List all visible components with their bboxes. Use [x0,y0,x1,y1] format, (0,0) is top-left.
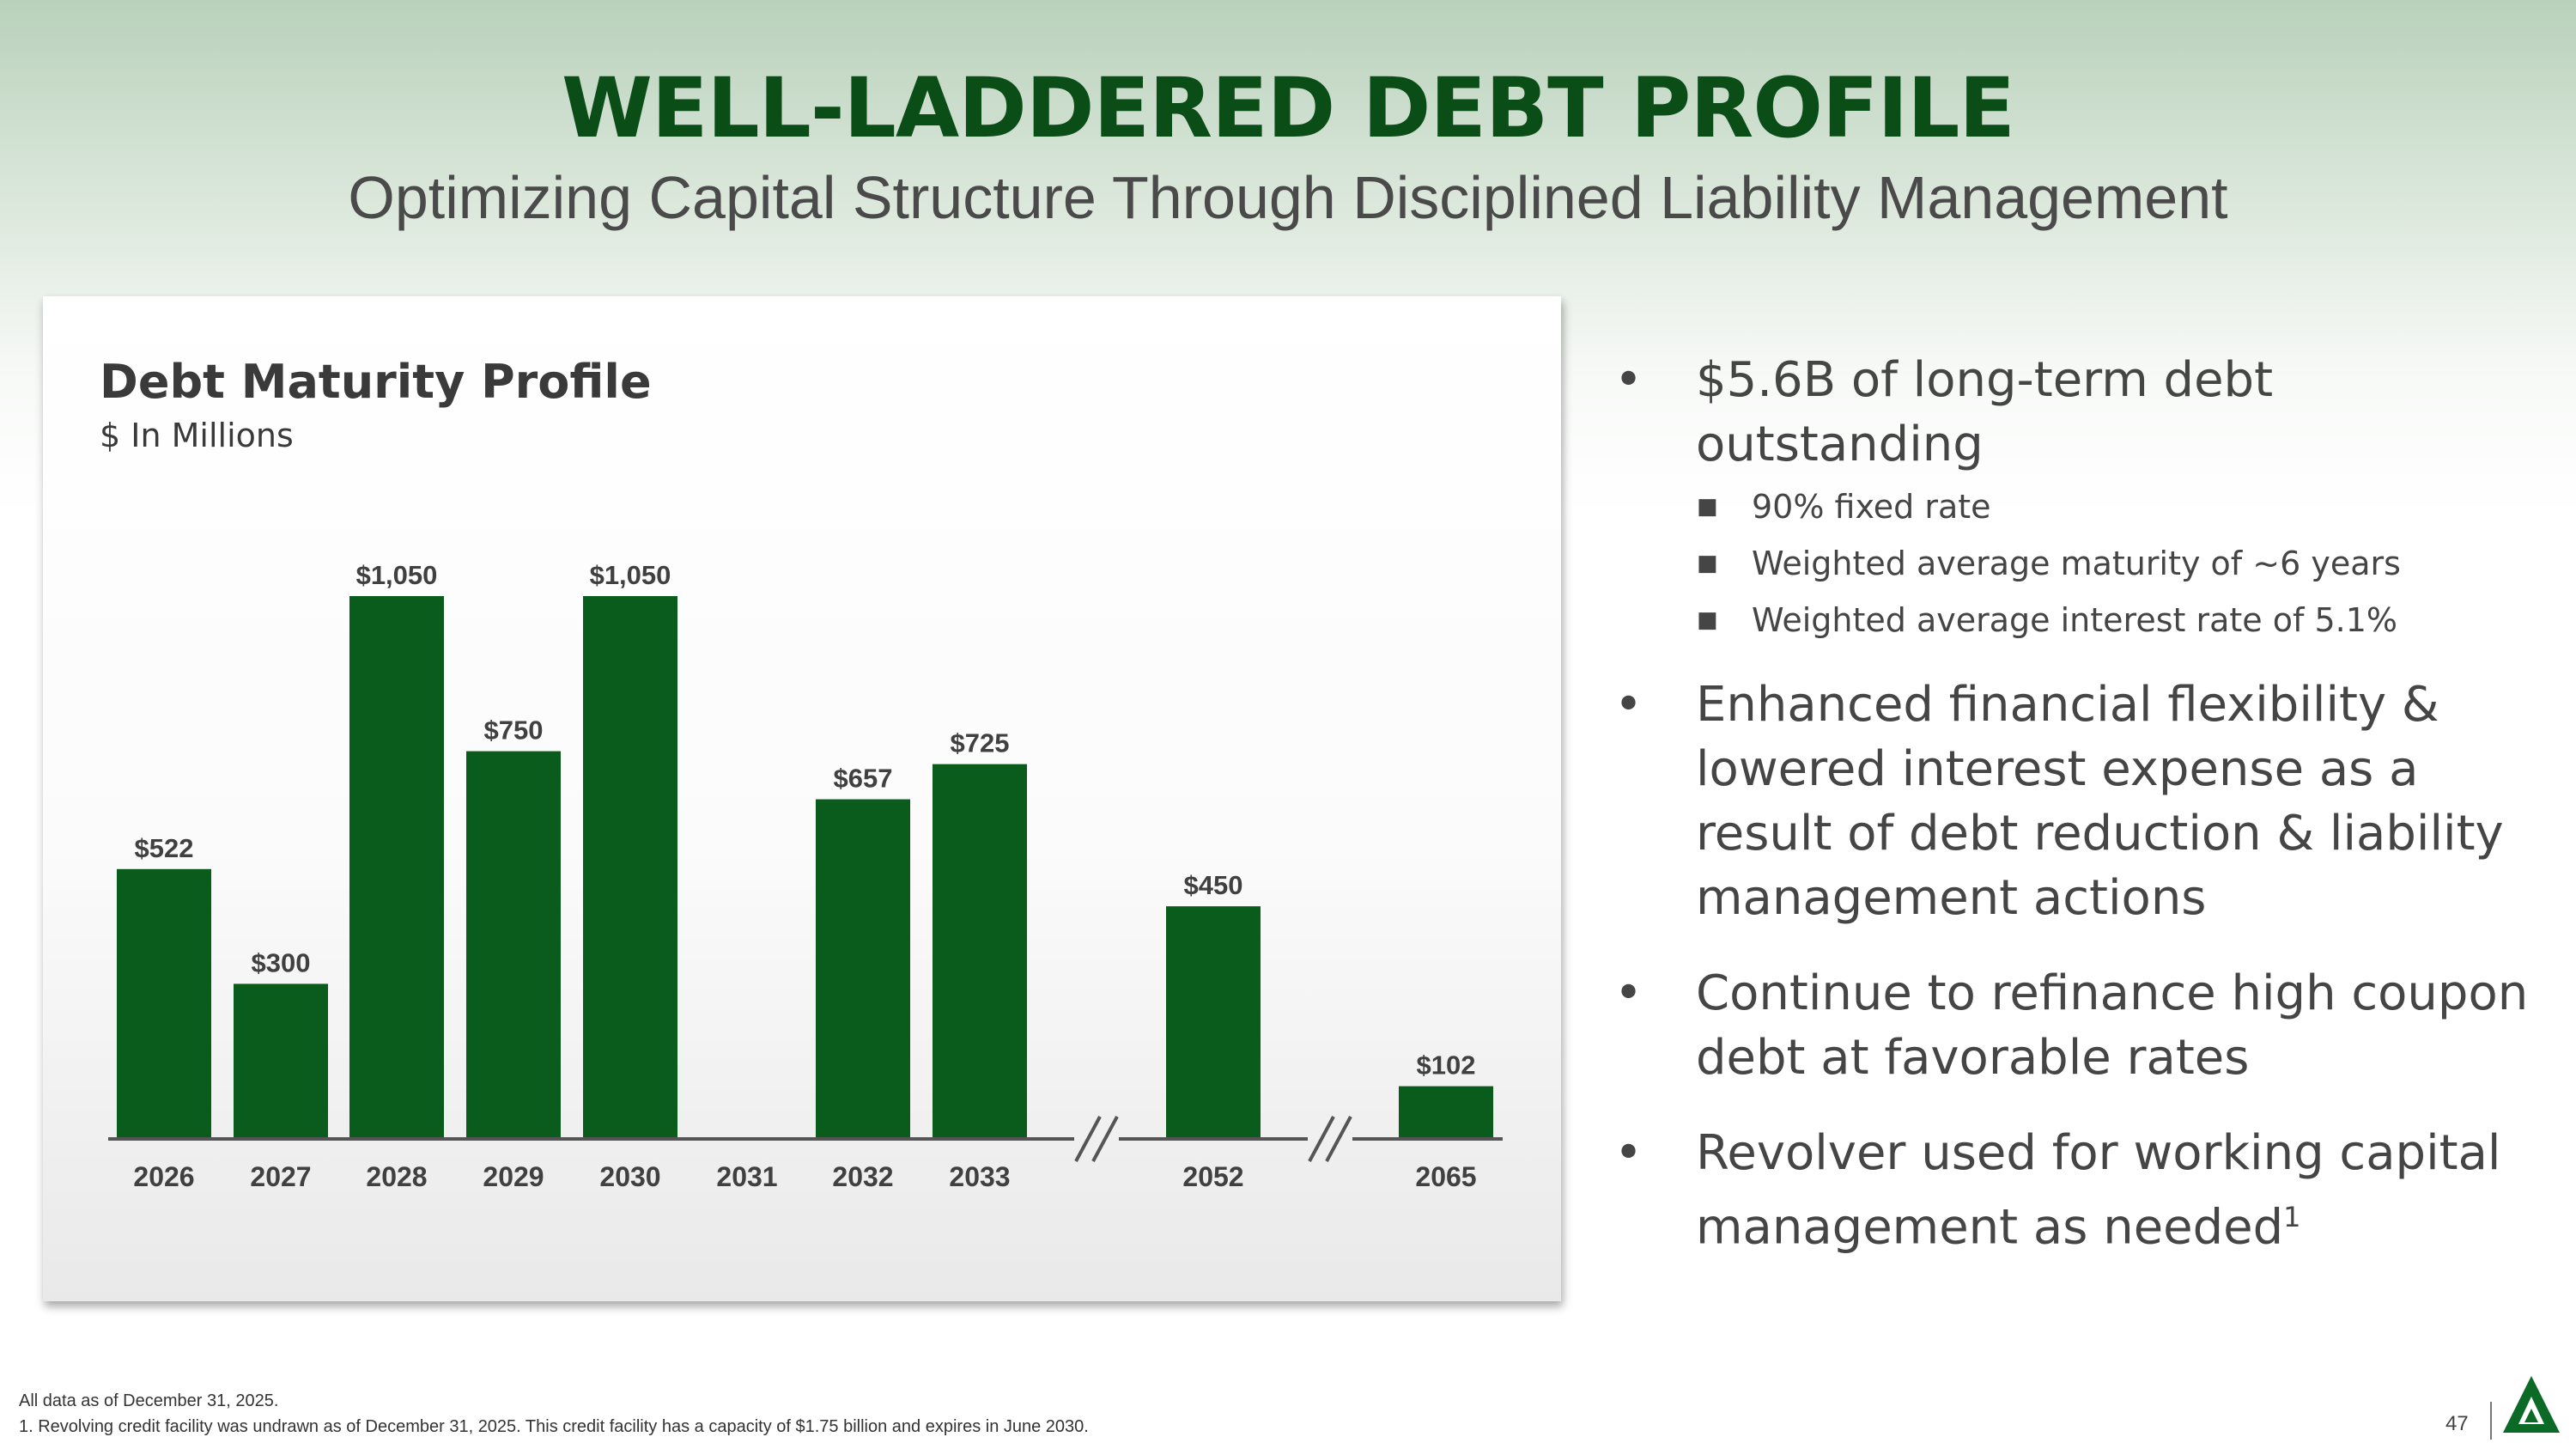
chart-title: Debt Maturity Profile [100,355,652,409]
bullet-text: $5.6B of long-term debt outstanding [1696,352,2274,472]
sub-bullet-item: ■ 90% fixed rate [1614,485,2559,528]
x-tick-2028: 2028 [366,1161,427,1192]
page-subtitle: Optimizing Capital Structure Through Dis… [348,164,2228,231]
bullet-dot-icon: • [1614,965,1643,1021]
data-label-2032: $657 [834,764,893,794]
x-tick-2026: 2026 [133,1161,194,1192]
x-tick-2030: 2030 [599,1161,660,1192]
bullet-item: • Revolver used for working capital mana… [1614,1121,2559,1260]
footnote-revolver: 1. Revolving credit facility was undrawn… [19,1417,1089,1436]
chart-units: $ In Millions [100,417,294,454]
page-title: WELL-LADDERED DEBT PROFILE [562,60,2015,156]
chart-panel: Debt Maturity Profile $ In Millions $522… [43,296,1561,1301]
bullet-item: • Enhanced financial flexibility & lower… [1614,673,2559,930]
data-label-2030: $1,050 [590,560,671,590]
footnote-marker: 1 [2283,1201,2301,1233]
bullet-text: Continue to refinance high coupon debt a… [1696,965,2529,1086]
bar-2030 [583,596,677,1139]
debt-maturity-chart: $522 2026 $300 2027 $1,050 2028 $750 2029 $1,050… [108,560,1503,1192]
bullet-item: • $5.6B of long-term debt outstanding [1614,348,2559,477]
bullet-item: • Continue to refinance high coupon debt… [1614,961,2559,1090]
page-number: 47 [2445,1412,2469,1435]
company-logo-icon [2503,1376,2560,1433]
bullet-dot-icon: • [1614,677,1643,733]
axis-break-mark [1091,1116,1119,1162]
data-label-2052: $450 [1184,870,1243,900]
data-label-2065: $102 [1417,1050,1476,1081]
sub-bullet-text: Weighted average maturity of ~6 years [1752,545,2401,582]
bar-2026 [117,868,211,1139]
bullet-text: Revolver used for working capital manage… [1696,1125,2501,1256]
axis-break-mark [1308,1116,1335,1162]
x-tick-2032: 2032 [832,1161,893,1192]
bar-2028 [349,596,444,1139]
bullet-list: • $5.6B of long-term debt outstanding ■ … [1614,348,2559,1260]
data-label-2029: $750 [484,715,544,746]
bullet-dot-icon: • [1614,352,1643,408]
square-bullet-icon: ■ [1697,607,1718,633]
sub-bullet-item: ■ Weighted average interest rate of 5.1% [1614,599,2559,642]
x-tick-2052: 2052 [1182,1161,1243,1192]
data-label-2028: $1,050 [356,560,438,590]
data-label-2033: $725 [951,728,1010,758]
axis-break-mark [1325,1116,1352,1162]
bullet-dot-icon: • [1614,1125,1643,1181]
bar-2065 [1399,1086,1493,1139]
bar-2027 [234,983,328,1139]
x-tick-2033: 2033 [949,1161,1010,1192]
x-tick-2065: 2065 [1415,1161,1476,1192]
bar-2029 [466,751,561,1139]
x-tick-2029: 2029 [483,1161,544,1192]
axis-break-mark [1074,1116,1102,1162]
sub-bullet-text: Weighted average interest rate of 5.1% [1752,601,2397,639]
bar-2032 [816,799,910,1139]
x-tick-2027: 2027 [250,1161,311,1192]
page-separator [2490,1402,2492,1440]
bar-2052 [1166,906,1261,1139]
square-bullet-icon: ■ [1697,494,1718,520]
x-tick-2031: 2031 [716,1161,777,1192]
data-label-2027: $300 [252,947,311,977]
data-label-2026: $522 [135,833,194,863]
square-bullet-icon: ■ [1697,551,1718,576]
sub-bullet-item: ■ Weighted average maturity of ~6 years [1614,542,2559,585]
sub-bullet-text: 90% fixed rate [1752,488,1991,526]
footnote-date: All data as of December 31, 2025. [19,1391,279,1410]
bar-2033 [933,764,1027,1139]
bullet-text: Enhanced financial flexibility & lowered… [1696,677,2504,926]
